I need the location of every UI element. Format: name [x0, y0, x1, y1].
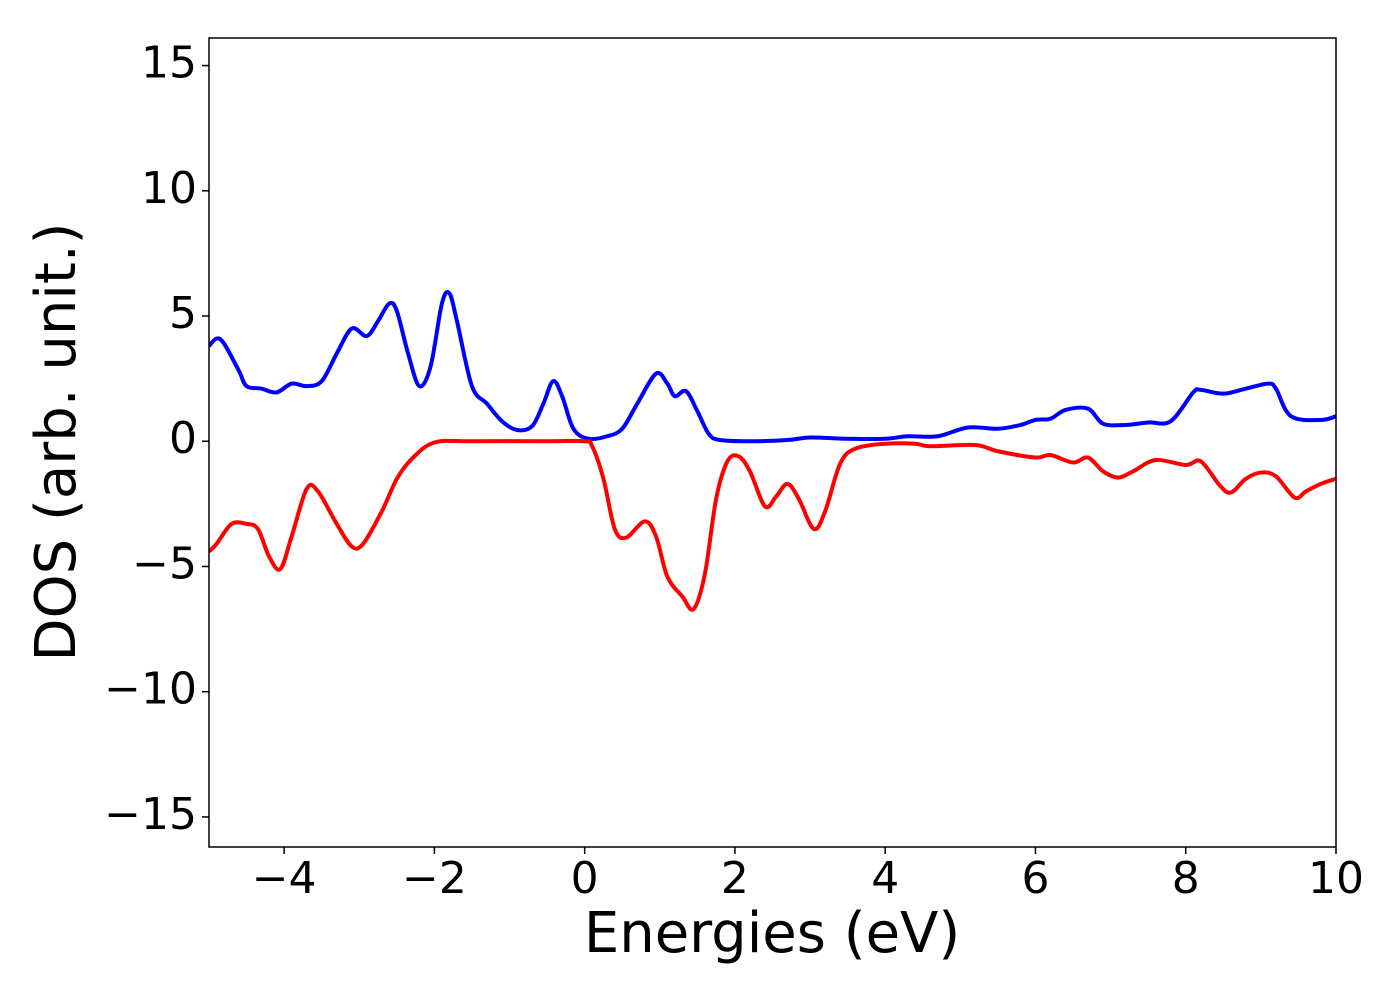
data-line [209, 290, 1336, 444]
x-tick-label: 8 [1172, 853, 1200, 904]
x-tick-label: 6 [1021, 853, 1049, 904]
x-tick-label: 0 [571, 853, 599, 904]
plot-frame [208, 37, 1337, 848]
y-tick-label: −5 [132, 538, 197, 589]
x-axis-label: Energies (eV) [584, 901, 960, 966]
x-tick-label: −4 [252, 853, 317, 904]
data-line [209, 438, 1336, 612]
y-tick-label: −15 [104, 789, 197, 840]
y-axis-label: DOS (arb. unit.) [24, 222, 89, 661]
y-tick-label: −10 [104, 664, 197, 715]
x-tick-label: 2 [721, 853, 749, 904]
x-tick-label: 10 [1308, 853, 1364, 904]
x-tick-label: −2 [402, 853, 467, 904]
y-tick-label: 15 [141, 38, 197, 89]
y-tick-label: 0 [169, 413, 197, 464]
y-tick-label: 5 [169, 288, 197, 339]
x-tick-label: 4 [871, 853, 899, 904]
y-tick-label: 10 [141, 163, 197, 214]
